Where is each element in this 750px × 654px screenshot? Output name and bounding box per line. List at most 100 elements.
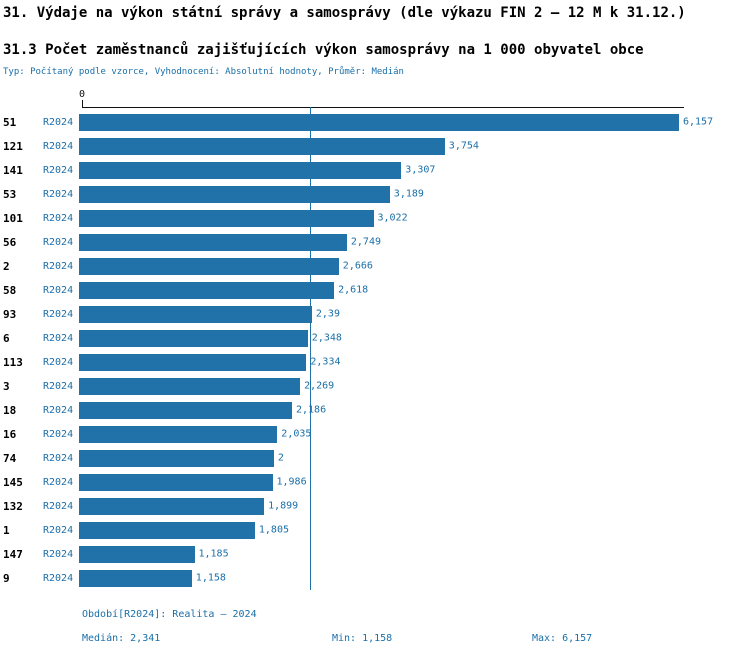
bar[interactable] [79, 257, 339, 275]
bar[interactable] [79, 569, 192, 587]
bar[interactable] [79, 185, 390, 203]
chart-row: 9 R2024 1,158 [0, 566, 750, 590]
row-series-label: R2024 [43, 500, 74, 512]
bar-value-label: 2 [277, 452, 284, 464]
row-category-label: 113 [3, 355, 23, 369]
bar[interactable] [79, 113, 679, 131]
chart-row: 132 R2024 1,899 [0, 494, 750, 518]
row-series-label: R2024 [43, 140, 74, 152]
bar[interactable] [79, 353, 307, 371]
bar-value-label: 2,749 [350, 236, 381, 248]
row-bar-zone: 1,185 [79, 545, 750, 563]
row-category-label: 2 [3, 259, 10, 273]
row-category-label: 9 [3, 571, 10, 585]
chart-row: 74 R2024 2 [0, 446, 750, 470]
row-category-label: 53 [3, 187, 17, 201]
bar-value-label: 1,158 [195, 572, 226, 584]
row-bar-zone: 2,39 [79, 305, 750, 323]
chart-row: 113 R2024 2,334 [0, 350, 750, 374]
row-bar-zone: 2,269 [79, 377, 750, 395]
row-series-label: R2024 [43, 404, 74, 416]
row-series-label: R2024 [43, 548, 74, 560]
row-bar-zone: 2 [79, 449, 750, 467]
chart-row: 101 R2024 3,022 [0, 206, 750, 230]
bar-value-label: 6,157 [683, 116, 714, 128]
row-series-label: R2024 [43, 452, 74, 464]
row-category-label: 18 [3, 403, 17, 417]
row-series-label: R2024 [43, 284, 74, 296]
bar-value-label: 1,805 [258, 524, 289, 536]
row-series-label: R2024 [43, 188, 74, 200]
bar[interactable] [79, 233, 347, 251]
row-category-label: 1 [3, 523, 10, 537]
row-bar-zone: 2,348 [79, 329, 750, 347]
bar[interactable] [79, 473, 273, 491]
row-series-label: R2024 [43, 476, 74, 488]
bar[interactable] [79, 521, 255, 539]
bar-value-label: 1,986 [276, 476, 307, 488]
bar-value-label: 2,39 [315, 308, 340, 320]
row-bar-zone: 2,749 [79, 233, 750, 251]
chart-row: 93 R2024 2,39 [0, 302, 750, 326]
bar-value-label: 2,035 [281, 428, 312, 440]
row-bar-zone: 3,022 [79, 209, 750, 227]
bar-value-label: 3,022 [377, 212, 408, 224]
row-category-label: 6 [3, 331, 10, 345]
bar-value-label: 1,185 [198, 548, 229, 560]
bar-value-label: 3,189 [393, 188, 424, 200]
footer-period-label: Období[R2024]: Realita – 2024 [82, 609, 257, 620]
row-category-label: 141 [3, 163, 23, 177]
row-series-label: R2024 [43, 356, 74, 368]
bar[interactable] [79, 305, 312, 323]
chart-row: 2 R2024 2,666 [0, 254, 750, 278]
bar[interactable] [79, 161, 402, 179]
bar[interactable] [79, 329, 308, 347]
row-bar-zone: 3,754 [79, 137, 750, 155]
footer-max-label: Max: 6,157 [532, 633, 593, 644]
chart-meta: Typ: Počítaný podle vzorce, Vyhodnocení:… [3, 67, 404, 77]
x-axis-tick [82, 100, 83, 107]
row-series-label: R2024 [43, 236, 74, 248]
row-category-label: 56 [3, 235, 17, 249]
bar-value-label: 2,334 [310, 356, 341, 368]
bar-value-label: 1,899 [268, 500, 299, 512]
row-series-label: R2024 [43, 380, 74, 392]
row-series-label: R2024 [43, 164, 74, 176]
footer-min-label: Min: 1,158 [332, 633, 393, 644]
footer-median-label: Medián: 2,341 [82, 633, 161, 644]
chart-row: 3 R2024 2,269 [0, 374, 750, 398]
bar-value-label: 2,666 [342, 260, 373, 272]
chart-row: 18 R2024 2,186 [0, 398, 750, 422]
chart-row: 141 R2024 3,307 [0, 158, 750, 182]
median-line [310, 107, 312, 590]
row-series-label: R2024 [43, 572, 74, 584]
chart-row: 6 R2024 2,348 [0, 326, 750, 350]
bar[interactable] [79, 401, 292, 419]
bar[interactable] [79, 137, 445, 155]
bar[interactable] [79, 545, 195, 563]
row-bar-zone: 1,986 [79, 473, 750, 491]
row-bar-zone: 1,158 [79, 569, 750, 587]
bar[interactable] [79, 281, 335, 299]
row-bar-zone: 3,189 [79, 185, 750, 203]
bar[interactable] [79, 377, 301, 395]
row-category-label: 121 [3, 139, 23, 153]
row-category-label: 145 [3, 475, 23, 489]
chart-row: 16 R2024 2,035 [0, 422, 750, 446]
bar[interactable] [79, 425, 278, 443]
row-bar-zone: 1,805 [79, 521, 750, 539]
row-bar-zone: 2,035 [79, 425, 750, 443]
bar[interactable] [79, 209, 374, 227]
row-category-label: 3 [3, 379, 10, 393]
x-axis-zero-label: 0 [78, 89, 86, 100]
bar[interactable] [79, 449, 274, 467]
bar-value-label: 3,754 [448, 140, 479, 152]
bar-value-label: 2,269 [304, 380, 335, 392]
bar[interactable] [79, 497, 265, 515]
row-category-label: 58 [3, 283, 17, 297]
chart-row: 56 R2024 2,749 [0, 230, 750, 254]
row-bar-zone: 2,334 [79, 353, 750, 371]
chart-row: 147 R2024 1,185 [0, 542, 750, 566]
row-bar-zone: 2,666 [79, 257, 750, 275]
row-bar-zone: 6,157 [79, 113, 750, 131]
